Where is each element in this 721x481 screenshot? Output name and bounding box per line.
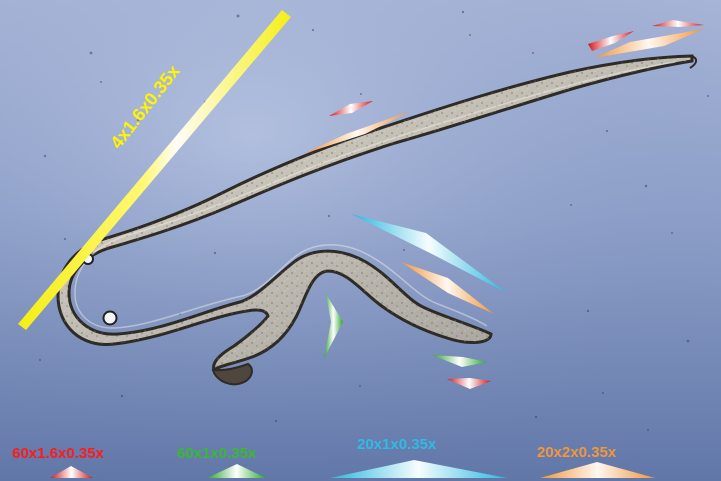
specimen-debris xyxy=(39,10,709,431)
yellow-scale-bar xyxy=(18,10,291,330)
right-green-marker xyxy=(432,355,487,367)
legend-red-triangle xyxy=(50,466,93,478)
mid-red-marker xyxy=(329,101,373,116)
mid-upper-markers xyxy=(303,101,411,154)
mid-orange-marker xyxy=(303,111,411,154)
legend-red-label: 60x1.6x0.35x xyxy=(12,445,104,462)
legend-green-label: 60x1x0.35x xyxy=(177,445,257,462)
right-orange-marker xyxy=(401,262,494,314)
right-side-markers xyxy=(324,214,507,389)
worm-tail-tip xyxy=(689,55,698,69)
right-red-marker xyxy=(447,378,491,389)
worm-highlight xyxy=(74,61,676,329)
bottom-scale-legend: 60x1.6x0.35x 60x1x0.35x 20x1x0.35x 20x2x… xyxy=(12,436,655,478)
legend-cyan-triangle xyxy=(330,460,507,478)
legend-green-triangle xyxy=(207,464,266,478)
nematode-worm xyxy=(56,54,698,386)
vertical-green-marker xyxy=(324,294,343,358)
upper-red-marker-right xyxy=(652,20,704,27)
upper-orange-marker xyxy=(594,29,704,58)
legend-orange-label: 20x2x0.35x xyxy=(537,444,617,461)
worm-texture xyxy=(58,56,692,370)
upper-right-markers xyxy=(588,20,704,58)
legend-cyan-label: 20x1x0.35x xyxy=(357,436,437,453)
worm-head-debris xyxy=(211,362,253,386)
bubble-lower xyxy=(102,310,118,326)
legend-orange-triangle xyxy=(540,462,655,478)
upper-red-marker-left xyxy=(588,31,634,51)
